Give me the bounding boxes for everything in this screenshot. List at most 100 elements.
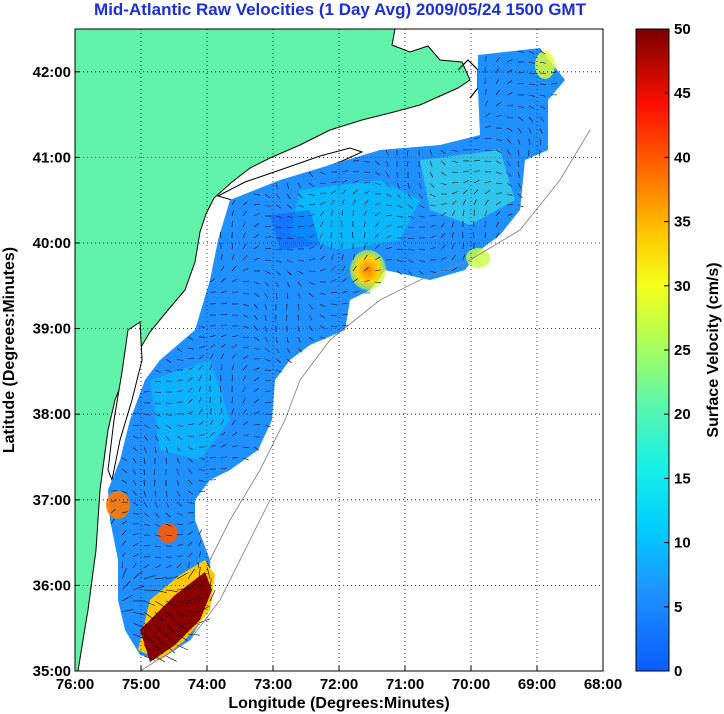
velocity-arrow (154, 611, 164, 622)
velocity-arrow (374, 160, 380, 166)
velocity-arrow (198, 346, 205, 349)
velocity-arrow (473, 148, 480, 151)
velocity-arrow (253, 203, 260, 206)
velocity-arrow (198, 592, 208, 602)
velocity-arrow (253, 347, 260, 351)
velocity-arrow (132, 562, 137, 569)
velocity-arrow (539, 116, 545, 122)
velocity-arrow (242, 303, 249, 307)
velocity-arrow (484, 56, 487, 63)
velocity-arrow (253, 223, 260, 228)
velocity-arrow (143, 564, 150, 569)
velocity-arrow (517, 171, 520, 178)
x-tick-label: 70:00 (452, 676, 490, 693)
velocity-arrow (209, 364, 212, 371)
velocity-arrow (462, 170, 469, 173)
velocity-arrow (495, 78, 500, 85)
velocity-arrow (165, 633, 174, 644)
velocity-arrow (110, 518, 115, 525)
velocity-arrow (528, 50, 535, 55)
velocity-arrow (506, 104, 513, 107)
velocity-arrow (484, 199, 489, 206)
velocity-arrow (110, 508, 116, 514)
velocity-arrow (506, 116, 513, 119)
velocity-arrow (462, 254, 466, 261)
velocity-arrow (198, 355, 205, 360)
velocity-arrow (451, 254, 456, 261)
velocity-arrow (187, 357, 194, 360)
velocity-arrow (308, 270, 315, 272)
velocity-arrow (528, 127, 532, 134)
velocity-arrow (132, 611, 145, 616)
velocity-arrow (154, 490, 156, 497)
velocity-arrow (374, 222, 380, 228)
velocity-arrow (165, 490, 168, 497)
velocity-arrow (242, 421, 249, 426)
velocity-arrow (253, 424, 260, 426)
velocity-arrow (132, 622, 145, 629)
velocity-arrow (253, 387, 259, 393)
velocity-arrow (176, 533, 183, 536)
velocity-arrow (451, 149, 458, 152)
velocity-arrow (154, 577, 167, 580)
velocity-arrow (198, 605, 210, 613)
velocity-arrow (253, 336, 260, 341)
velocity-arrow (330, 243, 333, 250)
velocity-arrow (517, 116, 524, 121)
colorbar-tick-label: 35 (674, 214, 691, 231)
velocity-arrow (308, 303, 313, 310)
velocity-arrow (176, 490, 181, 497)
velocity-arrow (363, 279, 370, 283)
velocity-arrow (253, 399, 260, 404)
velocity-arrow (187, 562, 191, 569)
velocity-arrow (363, 171, 370, 174)
velocity-arrow (363, 254, 368, 261)
velocity-arrow (506, 171, 512, 177)
velocity-arrow (121, 530, 127, 536)
velocity-arrow (242, 375, 247, 382)
velocity-arrow (308, 171, 314, 177)
velocity-arrow (484, 138, 492, 140)
velocity-arrow (187, 552, 193, 558)
velocity-arrow (473, 179, 480, 184)
velocity-arrow (286, 193, 291, 200)
velocity-arrow (495, 192, 502, 195)
velocity-arrow (429, 235, 436, 239)
velocity-arrow (165, 655, 177, 662)
velocity-arrow (198, 567, 201, 580)
velocity-arrow (264, 193, 270, 198)
velocity-arrow (484, 210, 488, 217)
velocity-arrow (352, 170, 359, 173)
velocity-arrow (187, 376, 193, 382)
velocity-arrow (385, 193, 392, 197)
velocity-arrow (297, 314, 300, 321)
velocity-arrow (143, 589, 157, 591)
velocity-arrow (286, 336, 289, 343)
velocity-arrow (209, 291, 216, 294)
velocity-arrow (506, 149, 511, 156)
velocity-arrow (121, 580, 131, 591)
velocity-arrow (242, 365, 248, 371)
velocity-arrow (220, 278, 226, 283)
velocity-arrow (385, 214, 392, 217)
x-tick-label: 74:00 (188, 676, 226, 693)
velocity-arrow (242, 221, 246, 228)
velocity-arrow (198, 375, 202, 382)
y-tick-label: 41:00 (33, 149, 71, 166)
velocity-arrow (143, 479, 145, 486)
velocity-arrow (275, 259, 282, 263)
velocity-arrow (198, 540, 202, 547)
velocity-arrow (319, 325, 326, 329)
velocity-arrow (253, 377, 260, 382)
velocity-arrow (319, 303, 326, 308)
velocity-arrow (219, 386, 222, 393)
velocity-arrow (451, 221, 455, 228)
velocity-arrow (121, 468, 128, 473)
y-tick-label: 42:00 (33, 64, 71, 81)
velocity-arrow (319, 314, 326, 319)
velocity-arrow (429, 193, 436, 198)
velocity-arrow (187, 597, 200, 602)
velocity-arrow (242, 255, 248, 261)
velocity-arrow (165, 501, 170, 508)
